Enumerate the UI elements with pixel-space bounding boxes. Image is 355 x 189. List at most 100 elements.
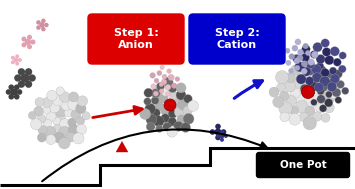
- Circle shape: [165, 84, 171, 90]
- Circle shape: [302, 67, 311, 76]
- Circle shape: [293, 54, 301, 63]
- Circle shape: [35, 98, 44, 107]
- Circle shape: [284, 81, 296, 92]
- Circle shape: [11, 60, 15, 64]
- Circle shape: [156, 83, 164, 91]
- Circle shape: [168, 109, 177, 118]
- Circle shape: [145, 103, 155, 114]
- Circle shape: [59, 137, 70, 149]
- Circle shape: [170, 97, 182, 108]
- Circle shape: [21, 74, 29, 83]
- Circle shape: [317, 66, 326, 74]
- Circle shape: [307, 68, 314, 75]
- Circle shape: [322, 48, 331, 56]
- Circle shape: [285, 48, 290, 53]
- Circle shape: [221, 129, 226, 135]
- Circle shape: [73, 133, 84, 144]
- Circle shape: [296, 74, 306, 84]
- Circle shape: [285, 73, 296, 83]
- Circle shape: [25, 81, 32, 88]
- Circle shape: [219, 134, 224, 139]
- Circle shape: [11, 56, 15, 60]
- Circle shape: [151, 88, 160, 98]
- Circle shape: [155, 125, 163, 132]
- Circle shape: [165, 92, 170, 96]
- Circle shape: [45, 126, 56, 137]
- Circle shape: [43, 106, 50, 114]
- Circle shape: [224, 134, 228, 138]
- Circle shape: [305, 50, 311, 56]
- Circle shape: [163, 103, 173, 113]
- Circle shape: [313, 112, 322, 121]
- Circle shape: [161, 107, 169, 115]
- Circle shape: [49, 102, 60, 113]
- Circle shape: [59, 126, 70, 138]
- Circle shape: [53, 124, 61, 133]
- Circle shape: [71, 110, 81, 119]
- Circle shape: [169, 91, 178, 100]
- Circle shape: [320, 105, 327, 112]
- Circle shape: [312, 73, 322, 83]
- Circle shape: [339, 52, 346, 59]
- Circle shape: [9, 84, 14, 90]
- Circle shape: [321, 113, 330, 122]
- Circle shape: [220, 130, 224, 134]
- Circle shape: [14, 94, 20, 100]
- Circle shape: [31, 119, 42, 130]
- Circle shape: [314, 83, 324, 92]
- Circle shape: [329, 67, 337, 74]
- Circle shape: [176, 83, 186, 93]
- Circle shape: [322, 78, 335, 91]
- Circle shape: [77, 96, 88, 106]
- Circle shape: [279, 91, 289, 101]
- Circle shape: [41, 27, 45, 31]
- Circle shape: [308, 90, 315, 97]
- Circle shape: [38, 125, 47, 135]
- Circle shape: [28, 111, 36, 119]
- Circle shape: [301, 68, 307, 74]
- Circle shape: [220, 138, 224, 142]
- Circle shape: [152, 109, 160, 117]
- Circle shape: [39, 22, 45, 28]
- Circle shape: [187, 101, 198, 112]
- Text: One Pot: One Pot: [280, 160, 326, 170]
- Circle shape: [21, 42, 27, 47]
- Circle shape: [321, 85, 327, 91]
- Circle shape: [54, 112, 66, 124]
- Circle shape: [183, 106, 192, 115]
- Circle shape: [76, 117, 84, 125]
- Circle shape: [308, 59, 315, 65]
- Circle shape: [168, 83, 177, 93]
- Circle shape: [25, 39, 31, 45]
- Circle shape: [69, 124, 79, 135]
- Polygon shape: [116, 141, 128, 152]
- Circle shape: [174, 107, 185, 117]
- Circle shape: [328, 86, 340, 99]
- Circle shape: [295, 65, 300, 70]
- Circle shape: [210, 129, 215, 135]
- Circle shape: [327, 82, 337, 92]
- Text: Step 1:
Anion: Step 1: Anion: [114, 28, 158, 50]
- Circle shape: [18, 68, 25, 75]
- Circle shape: [68, 99, 80, 110]
- Circle shape: [53, 117, 61, 125]
- Circle shape: [327, 71, 334, 78]
- Circle shape: [310, 82, 319, 91]
- Circle shape: [183, 113, 194, 124]
- Circle shape: [332, 88, 341, 97]
- Circle shape: [11, 88, 17, 95]
- Circle shape: [14, 84, 20, 90]
- FancyBboxPatch shape: [88, 14, 184, 64]
- Circle shape: [155, 102, 164, 111]
- Circle shape: [167, 69, 171, 73]
- Circle shape: [34, 106, 43, 116]
- Circle shape: [297, 55, 303, 61]
- Circle shape: [303, 43, 308, 49]
- Circle shape: [25, 68, 32, 75]
- Circle shape: [317, 88, 324, 95]
- Circle shape: [294, 78, 304, 88]
- Circle shape: [171, 83, 177, 88]
- Circle shape: [68, 118, 76, 127]
- Circle shape: [159, 82, 163, 87]
- Circle shape: [158, 93, 168, 103]
